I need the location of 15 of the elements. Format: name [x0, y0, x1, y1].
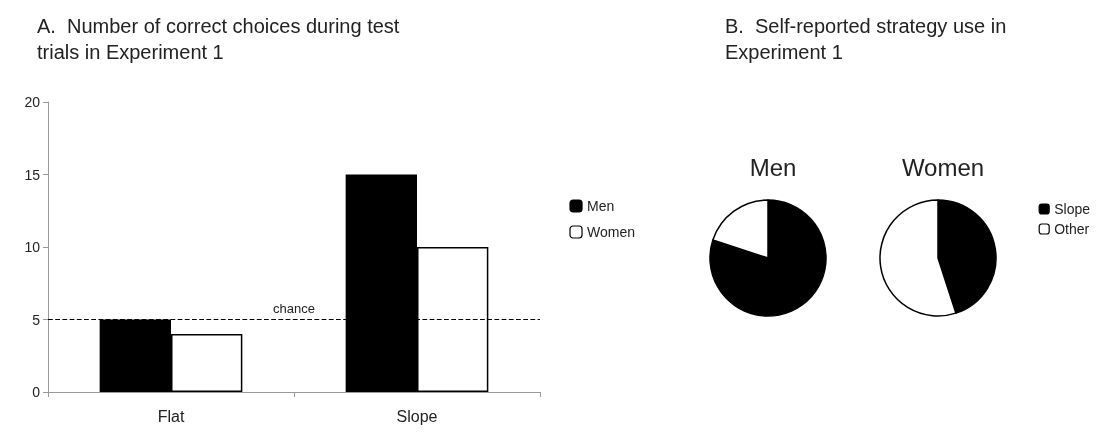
legend-label: Other — [1054, 221, 1090, 237]
y-tick-label: 5 — [32, 311, 41, 328]
legend-label: Men — [587, 198, 615, 214]
y-tick-label: 15 — [24, 166, 41, 183]
chart-title: A. Number of correct choices during test trials in Experiment 1 — [37, 15, 405, 63]
x-tick-label: Flat — [157, 407, 185, 425]
y-tick-label: 0 — [32, 384, 41, 400]
legend-label: Women — [587, 224, 635, 240]
ref-line-label: chance — [273, 300, 315, 316]
legend-label: Slope — [1054, 201, 1091, 217]
chart-title: B. Self-reported strategy use in Experiment 1 — [725, 15, 1012, 63]
slice-label: Women — [901, 153, 985, 181]
slice-label: Men — [749, 153, 797, 181]
y-tick-label: 10 — [24, 239, 41, 255]
y-tick-label: 20 — [24, 94, 41, 110]
